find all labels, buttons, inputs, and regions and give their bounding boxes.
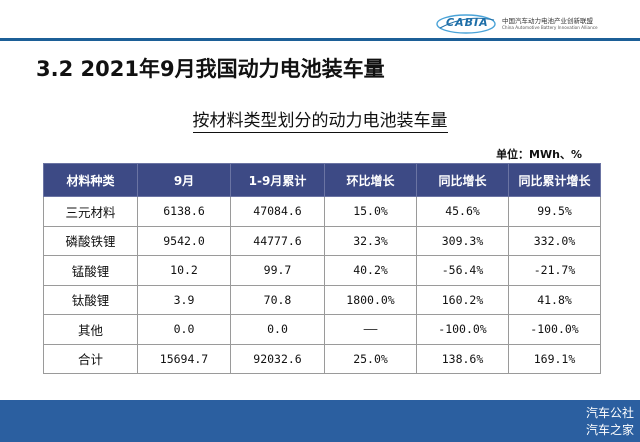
table-total-row: 合计 15694.7 92032.6 25.0% 138.6% 169.1%: [43, 343, 601, 374]
table-cell: ——: [324, 314, 417, 345]
logo-wordmark: CABIA: [446, 16, 489, 29]
logo-english-name: China Automotive Battery Innovation Alli…: [502, 25, 598, 30]
material-name-cell: 其他: [43, 314, 138, 345]
table-row: 磷酸铁锂 9542.0 44777.6 32.3% 309.3% 332.0%: [43, 225, 601, 256]
table-cell: 40.2%: [324, 255, 417, 286]
table-cell: 332.0%: [508, 225, 601, 256]
table-cell: 32.3%: [324, 225, 417, 256]
material-name-cell: 锰酸锂: [43, 255, 138, 286]
table-cell: -21.7%: [508, 255, 601, 286]
table-cell: 41.8%: [508, 284, 601, 315]
material-name-cell: 合计: [43, 343, 138, 374]
table-title: 按材料类型划分的动力电池装车量: [0, 106, 640, 133]
table-cell: -100.0%: [416, 314, 509, 345]
table-row: 其他 0.0 0.0 —— -100.0% -100.0%: [43, 314, 601, 345]
column-header: 同比累计增长: [508, 163, 601, 197]
table-cell: -100.0%: [508, 314, 601, 345]
column-header: 材料种类: [43, 163, 138, 197]
watermark-line: 汽车之家: [585, 423, 634, 437]
column-header: 同比增长: [416, 163, 509, 197]
footer-band: [0, 400, 640, 442]
table-cell: 44777.6: [230, 225, 325, 256]
table-row: 三元材料 6138.6 47084.6 15.0% 45.6% 99.5%: [43, 196, 601, 227]
cabia-logo: CABIA 中国汽车动力电池产业创新联盟 China Automotive Ba…: [436, 12, 632, 36]
table-cell: 10.2: [137, 255, 231, 286]
table-title-text: 按材料类型划分的动力电池装车量: [192, 111, 448, 133]
table-cell: 3.9: [137, 284, 231, 315]
table-cell: 138.6%: [416, 343, 509, 374]
material-name-cell: 磷酸铁锂: [43, 225, 138, 256]
table-cell: 0.0: [230, 314, 325, 345]
material-name-cell: 三元材料: [43, 196, 138, 227]
table-cell: 45.6%: [416, 196, 509, 227]
table-cell: -56.4%: [416, 255, 509, 286]
table-row: 钛酸锂 3.9 70.8 1800.0% 160.2% 41.8%: [43, 284, 601, 315]
table-cell: 25.0%: [324, 343, 417, 374]
material-name-cell: 钛酸锂: [43, 284, 138, 315]
table-cell: 92032.6: [230, 343, 325, 374]
table-cell: 15.0%: [324, 196, 417, 227]
column-header: 1-9月累计: [230, 163, 325, 197]
section-title: 3.2 2021年9月我国动力电池装车量: [36, 57, 385, 81]
table-cell: 99.7: [230, 255, 325, 286]
unit-label: 单位：MWh、%: [496, 148, 582, 161]
header-rule: [0, 38, 640, 41]
table-cell: 309.3%: [416, 225, 509, 256]
column-header: 环比增长: [324, 163, 417, 197]
table-cell: 1800.0%: [324, 284, 417, 315]
table-row: 锰酸锂 10.2 99.7 40.2% -56.4% -21.7%: [43, 255, 601, 286]
cabia-logo-icon: [436, 14, 496, 34]
table-cell: 99.5%: [508, 196, 601, 227]
watermark-line: 汽车公社: [585, 406, 634, 420]
table-cell: 160.2%: [416, 284, 509, 315]
table-cell: 15694.7: [137, 343, 231, 374]
table-cell: 169.1%: [508, 343, 601, 374]
table-cell: 70.8: [230, 284, 325, 315]
logo-chinese-name: 中国汽车动力电池产业创新联盟: [502, 17, 593, 25]
header-band: CABIA 中国汽车动力电池产业创新联盟 China Automotive Ba…: [0, 0, 640, 38]
table-cell: 9542.0: [137, 225, 231, 256]
table-header-row: 材料种类 9月 1-9月累计 环比增长 同比增长 同比累计增长: [43, 163, 601, 197]
column-header: 9月: [137, 163, 231, 197]
table-cell: 0.0: [137, 314, 231, 345]
table-cell: 6138.6: [137, 196, 231, 227]
battery-volume-table: 材料种类 9月 1-9月累计 环比增长 同比增长 同比累计增长 三元材料 613…: [43, 163, 601, 374]
table-cell: 47084.6: [230, 196, 325, 227]
